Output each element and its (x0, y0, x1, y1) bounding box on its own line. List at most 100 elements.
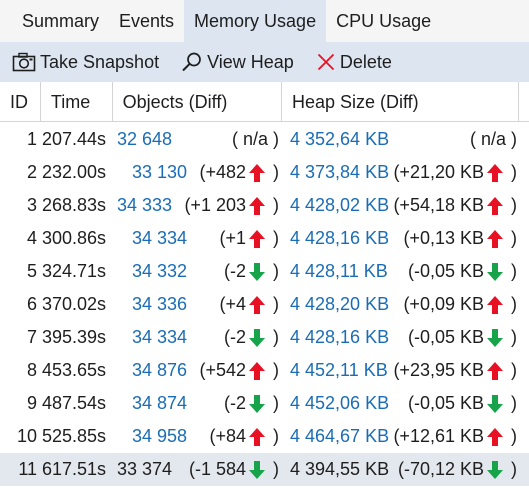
cell-heap-size: 4 428,11 KB (-0,05 KB ) (283, 255, 521, 288)
cell-objects: 34 336 (+4 ) (113, 288, 283, 321)
heap-size-link[interactable]: 4 464,67 KB (290, 426, 390, 446)
objects-count-link[interactable]: 34 334 (132, 327, 188, 347)
take-snapshot-label: Take Snapshot (40, 51, 160, 72)
objects-diff-value: (-2 (224, 261, 246, 281)
heap-size-link[interactable]: 4 428,20 KB (290, 294, 390, 314)
objects-diff-value: ( n/a ) (231, 129, 279, 149)
table-row[interactable]: 2 232.00s 33 130 (+482 ) 4 373,84 KB (+21,20 … (0, 156, 529, 189)
heap-size-link[interactable]: 4 428,02 KB (290, 195, 390, 215)
cell-heap-size: 4 452,06 KB (-0,05 KB ) (283, 387, 521, 420)
cell-heap-size: 4 428,16 KB (-0,05 KB ) (283, 321, 521, 354)
objects-diff-value: (+1 (219, 228, 246, 248)
objects-count-link[interactable]: 34 958 (132, 426, 188, 446)
diff-close-paren: ) (506, 393, 517, 413)
objects-count-link[interactable]: 34 336 (132, 294, 188, 314)
table-row[interactable]: 5 324.71s 34 332 (-2 ) 4 428,11 KB (-0,05 KB … (0, 255, 529, 288)
close-icon (317, 53, 334, 71)
objects-count-link[interactable]: 34 874 (132, 393, 188, 413)
column-header-objects[interactable]: Objects (Diff) (113, 82, 282, 122)
table-header: ID Time Objects (Diff) Heap Size (Diff) (0, 82, 529, 122)
heap-size-link[interactable]: 4 428,11 KB (290, 261, 388, 281)
heap-diff-value: (+12,61 KB (393, 426, 484, 446)
arrow-up-icon (248, 163, 266, 183)
diff-close-paren: ) (506, 294, 517, 314)
arrow-up-icon (248, 196, 266, 216)
objects-count-link[interactable]: 34 334 (132, 228, 188, 248)
heap-diff: (-0,05 KB ) (408, 261, 517, 282)
table-row[interactable]: 3 268.83s 34 333 (+1 203 ) 4 428,02 KB (+54,1… (0, 189, 529, 222)
table-row[interactable]: 1 207.44s 32 648 ( n/a ) 4 352,64 KB ( n/a ) (0, 123, 529, 156)
diff-close-paren: ) (268, 426, 279, 446)
tab-events[interactable]: Events (119, 10, 175, 31)
table-row[interactable]: 6 370.02s 34 336 (+4 ) 4 428,20 KB (+0,09 KB … (0, 288, 529, 321)
diff-close-paren: ) (506, 195, 517, 215)
column-header-time[interactable]: Time (41, 82, 113, 122)
cell-time: 525.85s (42, 426, 107, 446)
table-row[interactable]: 10 525.85s 34 958 (+84 ) 4 464,67 KB (+12,61 … (0, 420, 529, 453)
table-row[interactable]: 8 453.65s 34 876 (+542 ) 4 452,11 KB (+23,95 … (0, 354, 529, 387)
take-snapshot-button[interactable]: Take Snapshot (12, 42, 159, 82)
cell-id: 1 (26, 129, 37, 149)
table-row[interactable]: 7 395.39s 34 334 (-2 ) 4 428,16 KB (-0,05 KB … (0, 321, 529, 354)
arrow-down-icon (248, 394, 266, 414)
diff-close-paren: ) (506, 228, 517, 248)
objects-count-link[interactable]: 34 333 (117, 195, 173, 215)
arrow-up-icon (486, 163, 504, 183)
cell-heap-size: 4 428,20 KB (+0,09 KB ) (283, 288, 521, 321)
cell-id: 9 (26, 393, 37, 413)
heap-diff-value: (-0,05 KB (407, 261, 484, 281)
heap-size-link[interactable]: 4 428,16 KB (290, 327, 390, 347)
column-header-heap-size[interactable]: Heap Size (Diff) (282, 82, 519, 122)
objects-diff: (-1 584 ) (189, 459, 279, 480)
tab-memory-usage[interactable]: Memory Usage (184, 0, 327, 42)
tab-cpu-usage[interactable]: CPU Usage (336, 10, 432, 31)
arrow-up-icon (248, 295, 266, 315)
heap-size-link[interactable]: 4 373,84 KB (290, 162, 390, 182)
objects-count-link[interactable]: 34 876 (132, 360, 188, 380)
heap-size-link[interactable]: 4 428,16 KB (290, 228, 390, 248)
cell-heap-size: 4 452,11 KB (+23,95 KB ) (283, 354, 521, 387)
heap-size-link[interactable]: 4 452,06 KB (290, 393, 390, 413)
heap-size-link[interactable]: 4 352,64 KB (290, 129, 390, 149)
delete-label: Delete (339, 51, 392, 72)
cell-objects: 34 876 (+542 ) (113, 354, 283, 387)
table-row[interactable]: 9 487.54s 34 874 (-2 ) 4 452,06 KB (-0,05 KB … (0, 387, 529, 420)
delete-button[interactable]: Delete (316, 42, 392, 82)
heap-diff-value: (-70,12 KB (397, 459, 484, 479)
cell-time: 268.83s (42, 195, 107, 215)
objects-count-link[interactable]: 33 374 (117, 459, 173, 479)
cell-heap-size: 4 464,67 KB (+12,61 KB ) (283, 420, 521, 453)
heap-diff-value: (-0,05 KB (407, 393, 484, 413)
heap-diff: (+0,09 KB ) (403, 294, 517, 315)
arrow-down-icon (248, 328, 266, 348)
objects-count-link[interactable]: 32 648 (117, 129, 173, 149)
cell-objects: 34 958 (+84 ) (113, 420, 283, 453)
heap-size-link[interactable]: 4 394,55 KB (290, 459, 390, 479)
cell-id: 6 (26, 294, 37, 314)
diff-close-paren: ) (268, 327, 279, 347)
cell-time: 617.51s (42, 459, 107, 479)
cell-objects: 34 874 (-2 ) (113, 387, 283, 420)
column-header-id[interactable]: ID (0, 82, 41, 122)
arrow-down-icon (486, 394, 504, 414)
heap-diff-value: (+0,09 KB (403, 294, 484, 314)
cell-time: 232.00s (42, 162, 107, 182)
objects-count-link[interactable]: 33 130 (132, 162, 188, 182)
camera-icon (12, 52, 36, 72)
diff-close-paren: ) (506, 459, 517, 479)
cell-heap-size: 4 394,55 KB (-70,12 KB ) (283, 453, 521, 486)
cell-id: 5 (26, 261, 37, 281)
cell-time: 324.71s (42, 261, 107, 281)
cell-heap-size: 4 428,16 KB (+0,13 KB ) (283, 222, 521, 255)
objects-diff-value: (+482 (199, 162, 246, 182)
heap-size-link[interactable]: 4 452,11 KB (290, 360, 388, 380)
table-row[interactable]: 11 617.51s 33 374 (-1 584 ) 4 394,55 KB (-70,… (0, 453, 529, 486)
view-heap-button[interactable]: View Heap (181, 42, 294, 82)
table-row[interactable]: 4 300.86s 34 334 (+1 ) 4 428,16 KB (+0,13 KB … (0, 222, 529, 255)
cell-objects: 34 333 (+1 203 ) (113, 189, 283, 222)
diff-close-paren: ) (268, 294, 279, 314)
snapshot-table: 1 207.44s 32 648( n/a ) 4 352,64 KB( n/a ) 2… (0, 123, 529, 486)
objects-count-link[interactable]: 34 332 (132, 261, 188, 281)
tab-summary[interactable]: Summary (22, 10, 100, 31)
cell-objects: 34 334 (-2 ) (113, 321, 283, 354)
